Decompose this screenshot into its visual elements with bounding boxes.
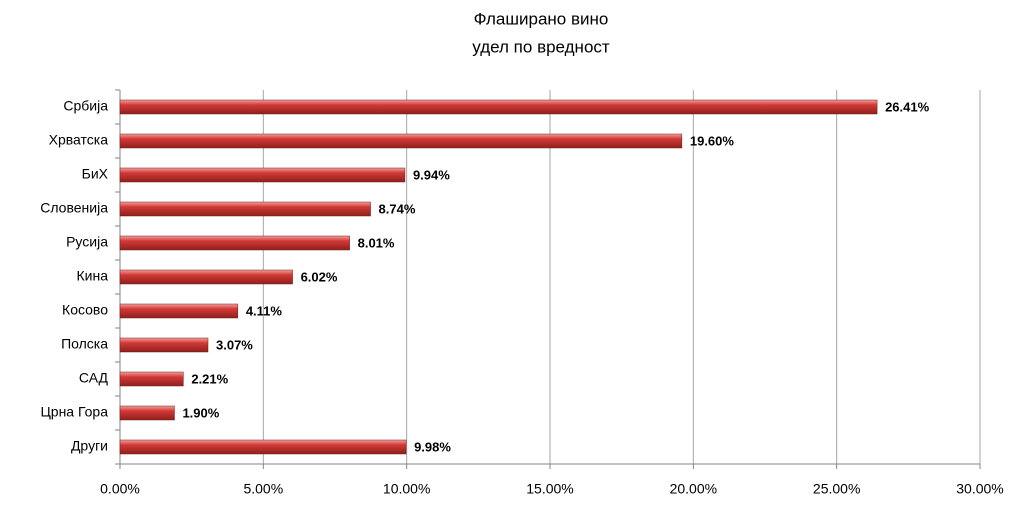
value-label: 8.01% — [358, 235, 395, 250]
x-tick-label: 20.00% — [670, 481, 717, 497]
value-label: 1.90% — [182, 405, 219, 420]
x-tick-label: 0.00% — [100, 481, 140, 497]
bar — [119, 439, 407, 455]
y-tick-label: САД — [79, 370, 109, 386]
x-tick-label: 10.00% — [383, 481, 430, 497]
bar — [119, 405, 175, 421]
chart-subtitle: удел по вредност — [472, 37, 610, 56]
y-tick-label: Русија — [66, 234, 108, 250]
chart-title: Флаширано вино — [474, 9, 609, 28]
x-tick-label: 30.00% — [956, 481, 1003, 497]
x-tick-label: 5.00% — [243, 481, 283, 497]
y-tick-label: БиХ — [82, 166, 109, 182]
bar — [119, 303, 239, 319]
y-tick-label: Хрватска — [49, 132, 109, 148]
x-tick-label: 25.00% — [813, 481, 860, 497]
y-tick-label: Полска — [61, 336, 108, 352]
y-tick-label: Други — [71, 438, 108, 454]
bar — [119, 235, 350, 251]
value-label: 2.21% — [191, 371, 228, 386]
value-label: 3.07% — [216, 337, 253, 352]
y-tick-label: Кина — [77, 268, 109, 284]
value-label: 19.60% — [690, 133, 735, 148]
bar — [119, 337, 209, 353]
value-label: 4.11% — [246, 303, 283, 318]
y-tick-label: Србија — [63, 98, 108, 114]
value-label: 9.94% — [413, 167, 450, 182]
bar — [119, 269, 293, 285]
y-tick-label: Словенија — [40, 200, 108, 216]
x-tick-label: 15.00% — [526, 481, 573, 497]
y-tick-label: Косово — [62, 302, 108, 318]
value-label: 26.41% — [885, 99, 930, 114]
bar — [119, 201, 371, 217]
y-tick-label: Црна Гора — [40, 404, 108, 420]
bar — [119, 167, 406, 183]
bar — [119, 133, 683, 149]
value-label: 6.02% — [301, 269, 338, 284]
value-label: 9.98% — [414, 439, 451, 454]
bar — [119, 371, 184, 387]
value-label: 8.74% — [379, 201, 416, 216]
bar — [119, 99, 878, 115]
